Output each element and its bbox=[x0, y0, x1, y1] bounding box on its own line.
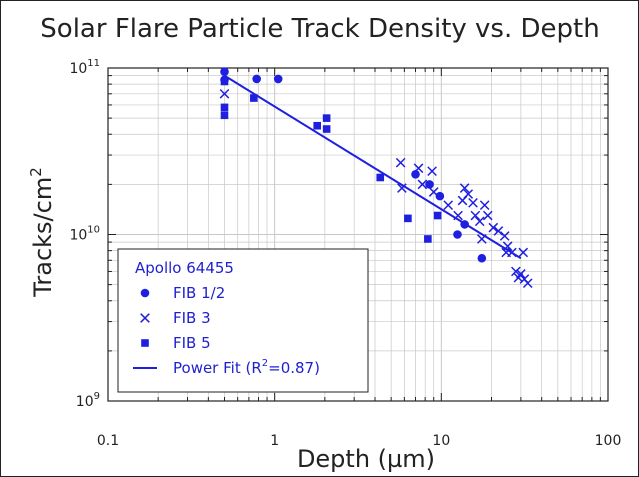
y-tick-label-base: 10 bbox=[69, 228, 87, 244]
y-tick-label-base: 10 bbox=[69, 61, 87, 77]
data-point-fib-3 bbox=[522, 278, 533, 289]
data-point-fib-3 bbox=[513, 272, 524, 283]
legend-label-text: Power Fit (R bbox=[173, 359, 262, 377]
data-point-fib-1-2 bbox=[411, 169, 420, 179]
data-point-fib-3 bbox=[501, 247, 512, 258]
x-axis-label: Depth (µm) bbox=[297, 445, 435, 473]
y-tick-label-exponent: 9 bbox=[94, 391, 100, 402]
data-point-fib-5 bbox=[376, 173, 385, 182]
data-point-fib-3 bbox=[463, 189, 474, 199]
data-point-fib-1-2 bbox=[453, 230, 462, 239]
data-point-fib-5 bbox=[322, 114, 331, 122]
data-point-fib-1-2 bbox=[220, 67, 229, 77]
legend-label-fib-5: FIB 5 bbox=[173, 334, 211, 352]
legend-label-text: FIB 1/2 bbox=[173, 284, 225, 302]
data-point-fib-3 bbox=[493, 226, 504, 236]
legend-marker-fib-5 bbox=[141, 339, 149, 347]
data-point-fib-3 bbox=[395, 157, 406, 168]
legend-marker-fib-1-2 bbox=[140, 288, 150, 298]
data-point-fib-3 bbox=[443, 200, 454, 211]
legend-label-text: FIB 5 bbox=[173, 334, 211, 352]
data-point-fib-3 bbox=[479, 200, 490, 211]
axis-ticks bbox=[107, 68, 608, 402]
data-point-fib-3 bbox=[219, 88, 230, 99]
data-point-fib-3 bbox=[470, 210, 481, 221]
data-point-fib-3 bbox=[427, 166, 437, 177]
data-point-fib-5 bbox=[220, 77, 229, 86]
legend-label-end: =0.87) bbox=[268, 359, 320, 377]
data-point-fib-3 bbox=[417, 179, 428, 190]
y-tick-label: 1010 bbox=[69, 225, 100, 244]
data-points-layer bbox=[219, 67, 533, 289]
data-point-fib-3 bbox=[511, 266, 521, 277]
data-point-fib-5 bbox=[250, 94, 258, 102]
power-fit-line bbox=[223, 74, 522, 260]
data-point-fib-5 bbox=[424, 235, 432, 243]
power-fit-layer bbox=[223, 74, 522, 260]
data-point-fib-1-2 bbox=[435, 191, 445, 201]
y-tick-label-base: 10 bbox=[76, 394, 94, 410]
data-point-fib-3 bbox=[413, 163, 424, 174]
x-tick-label: 1 bbox=[270, 433, 279, 449]
y-tick-label: 109 bbox=[76, 391, 100, 410]
legend-label-fib-1-2: FIB 1/2 bbox=[173, 284, 225, 302]
data-point-fib-5 bbox=[220, 103, 229, 112]
data-point-fib-3 bbox=[453, 210, 463, 221]
data-point-fib-3 bbox=[428, 187, 439, 197]
data-point-fib-3 bbox=[397, 183, 407, 193]
legend-title: Apollo 64455 bbox=[135, 259, 234, 277]
legend-box bbox=[117, 248, 369, 393]
data-point-fib-1-2 bbox=[460, 220, 469, 229]
y-tick-label: 1011 bbox=[69, 58, 100, 77]
data-point-fib-1-2 bbox=[477, 253, 487, 263]
data-point-fib-5 bbox=[313, 121, 322, 130]
chart-title: Solar Flare Particle Track Density vs. D… bbox=[40, 14, 599, 44]
data-point-fib-3 bbox=[488, 222, 499, 233]
data-point-fib-1-2 bbox=[425, 180, 434, 189]
data-point-fib-3 bbox=[468, 197, 478, 208]
data-point-fib-5 bbox=[404, 214, 412, 223]
data-point-fib-3 bbox=[518, 247, 529, 258]
data-point-fib-3 bbox=[459, 183, 470, 193]
x-tick-label: 100 bbox=[595, 433, 622, 449]
data-point-fib-5 bbox=[220, 111, 229, 120]
y-tick-label-exponent: 11 bbox=[87, 58, 100, 69]
legend-label-text: FIB 3 bbox=[173, 309, 211, 327]
data-point-fib-3 bbox=[482, 210, 493, 221]
y-tick-label-exponent: 10 bbox=[87, 225, 100, 236]
y-axis-label-superscript: 2 bbox=[27, 167, 45, 177]
data-point-fib-5 bbox=[322, 125, 331, 133]
legend: Apollo 64455 FIB 1/2 FIB 3 FIB 5 Power Fit (… bbox=[117, 248, 369, 393]
x-tick-label: 10 bbox=[432, 433, 450, 449]
data-point-fib-3 bbox=[477, 234, 487, 244]
data-point-fib-3 bbox=[499, 231, 510, 241]
legend-label-power-fit-r: Power Fit (R2=0.87) bbox=[173, 358, 320, 377]
data-point-fib-1-2 bbox=[273, 74, 283, 84]
y-axis-label-text: Tracks/cm bbox=[29, 177, 57, 298]
legend-label-fib-3: FIB 3 bbox=[173, 309, 211, 327]
x-tick-label: 0.1 bbox=[97, 433, 119, 449]
data-point-fib-3 bbox=[474, 216, 485, 227]
legend-marker-fib-3 bbox=[140, 313, 150, 323]
data-point-fib-1-2 bbox=[252, 74, 261, 84]
legend-label-superscript: 2 bbox=[262, 358, 268, 369]
y-axis-label: Tracks/cm2 bbox=[27, 167, 57, 298]
data-point-fib-5 bbox=[433, 211, 442, 220]
